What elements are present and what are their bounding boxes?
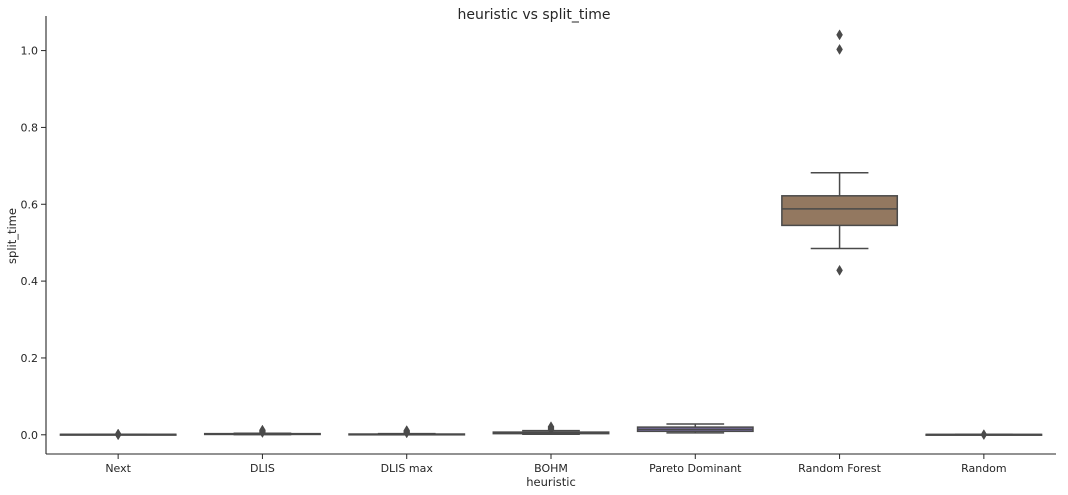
y-axis-label: split_time <box>5 208 19 264</box>
x-tick-label: Random Forest <box>798 462 881 475</box>
y-tick-label: 0.2 <box>21 352 39 365</box>
box-next <box>59 428 177 441</box>
outlier-point <box>547 421 555 433</box>
box-dlis-max <box>348 425 466 439</box>
box-random <box>925 429 1043 441</box>
x-axis-ticks: Next DLIS DLIS max BOHM Pareto Dominant Rando… <box>105 454 1007 475</box>
y-tick-label: 0.0 <box>21 429 39 442</box>
plot-area <box>59 29 1043 441</box>
box-dlis <box>203 424 321 438</box>
outlier-point <box>403 425 411 437</box>
outlier-point <box>259 424 266 436</box>
x-tick-label: DLIS <box>250 462 275 475</box>
x-tick-label: DLIS max <box>381 462 434 475</box>
y-tick-label: 0.8 <box>21 121 39 134</box>
outlier-point <box>836 264 843 276</box>
x-tick-label: Pareto Dominant <box>649 462 742 475</box>
x-tick-label: Random <box>961 462 1007 475</box>
chart-title: heuristic vs split_time <box>458 7 611 23</box>
iqr-box <box>781 195 899 227</box>
outlier-point <box>114 428 122 440</box>
outlier-point <box>980 429 988 441</box>
x-tick-label: Next <box>105 462 131 475</box>
y-tick-label: 0.4 <box>21 275 39 288</box>
box-random-forest <box>781 29 899 276</box>
x-tick-label: BOHM <box>534 462 568 475</box>
y-axis-ticks: 0.0 0.2 0.4 0.6 0.8 1.0 <box>21 45 46 442</box>
y-tick-label: 0.6 <box>21 198 39 211</box>
box-pareto-dominant <box>636 423 754 434</box>
y-tick-label: 1.0 <box>21 45 39 58</box>
outlier-point <box>836 29 843 41</box>
box-bohm <box>492 421 610 435</box>
x-axis-label: heuristic <box>526 475 576 489</box>
outlier-point <box>836 43 843 55</box>
